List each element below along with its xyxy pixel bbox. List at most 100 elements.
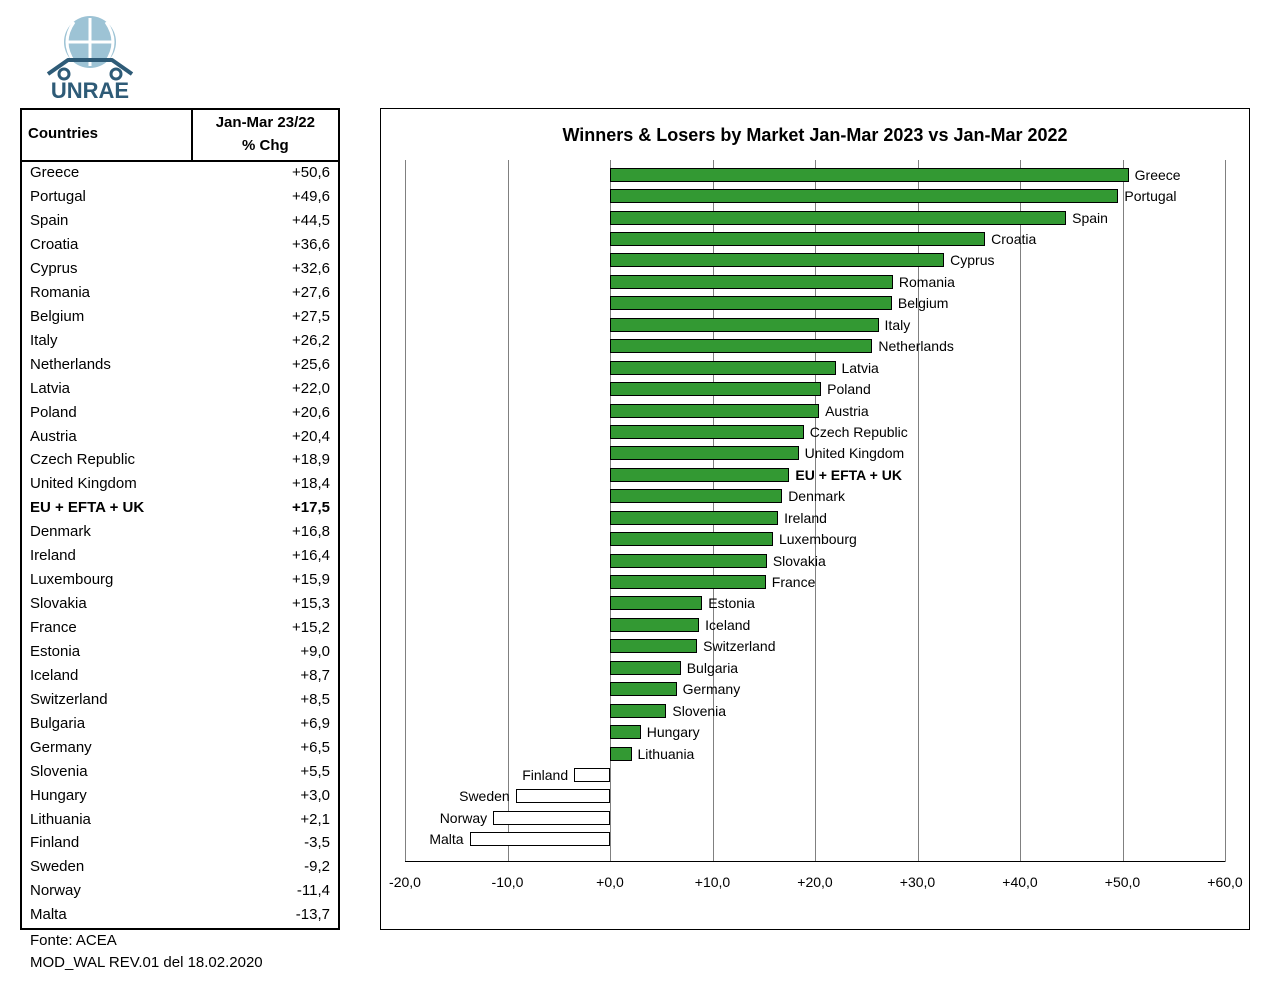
brand-text: UNRAE [51, 78, 129, 102]
chart-bar [610, 725, 641, 739]
chart-bar-label: Lithuania [638, 747, 695, 761]
chart-bar-label: Italy [885, 318, 911, 332]
chart-bar-row: Slovenia [405, 704, 1225, 718]
cell-country: Portugal [21, 186, 192, 210]
cell-value: +32,6 [192, 257, 339, 281]
cell-value: -13,7 [192, 904, 339, 929]
cell-value: +25,6 [192, 353, 339, 377]
chart-axis-tick-label: +50,0 [1105, 874, 1140, 890]
table-row: Portugal+49,6 [21, 186, 339, 210]
table-row: EU + EFTA + UK+17,5 [21, 497, 339, 521]
cell-value: -3,5 [192, 832, 339, 856]
cell-country: Denmark [21, 521, 192, 545]
chart-bar-row: Latvia [405, 361, 1225, 375]
cell-value: +16,4 [192, 545, 339, 569]
cell-value: +2,1 [192, 808, 339, 832]
chart-bar-label: Slovenia [672, 704, 726, 718]
table-row: Belgium+27,5 [21, 305, 339, 329]
chart-bar-row: Germany [405, 682, 1225, 696]
chart-gridline [1225, 160, 1226, 862]
chart-bar [610, 747, 632, 761]
chart-bar-row: Italy [405, 318, 1225, 332]
cell-value: +8,7 [192, 664, 339, 688]
cell-country: Slovenia [21, 760, 192, 784]
table-row: Denmark+16,8 [21, 521, 339, 545]
chart-bar-label: Croatia [991, 232, 1036, 246]
chart-bar [610, 618, 699, 632]
table-row: Bulgaria+6,9 [21, 712, 339, 736]
chart-bar [610, 511, 778, 525]
chart-bar-label: Sweden [459, 789, 510, 803]
cell-country: Norway [21, 880, 192, 904]
chart-bar-label: Hungary [647, 725, 700, 739]
chart-bar [610, 489, 782, 503]
table-row: Romania+27,6 [21, 281, 339, 305]
chart-bar-label: Greece [1135, 168, 1181, 182]
cell-country: Luxembourg [21, 569, 192, 593]
chart-bar-row: Belgium [405, 296, 1225, 310]
cell-country: Czech Republic [21, 449, 192, 473]
table-row: Cyprus+32,6 [21, 257, 339, 281]
chart-bar-row: Hungary [405, 725, 1225, 739]
footer-source: Fonte: ACEA [30, 930, 263, 952]
chart-bar-row: Denmark [405, 489, 1225, 503]
table-row: Lithuania+2,1 [21, 808, 339, 832]
chart-bar [493, 811, 610, 825]
chart-bar-label: Latvia [841, 361, 878, 375]
chart-bar-row: France [405, 575, 1225, 589]
cell-country: EU + EFTA + UK [21, 497, 192, 521]
cell-value: +20,6 [192, 401, 339, 425]
cell-country: Estonia [21, 640, 192, 664]
chart-bar-label: Belgium [898, 296, 949, 310]
chart-bar [610, 211, 1066, 225]
chart-bar-row: Croatia [405, 232, 1225, 246]
cell-value: +3,0 [192, 784, 339, 808]
chart-bar [610, 253, 944, 267]
chart-bar [516, 789, 610, 803]
cell-value: +9,0 [192, 640, 339, 664]
cell-country: Cyprus [21, 257, 192, 281]
cell-value: +44,5 [192, 210, 339, 234]
chart-bar [610, 446, 799, 460]
chart-bar-row: Slovakia [405, 554, 1225, 568]
cell-value: +6,9 [192, 712, 339, 736]
chart-bar-label: Norway [440, 811, 487, 825]
chart-bar [610, 468, 789, 482]
table-row: Greece+50,6 [21, 161, 339, 186]
chart-bar [610, 318, 879, 332]
table-row: Ireland+16,4 [21, 545, 339, 569]
cell-value: +8,5 [192, 688, 339, 712]
table-row: Croatia+36,6 [21, 233, 339, 257]
chart-bar-label: Romania [899, 275, 955, 289]
cell-value: +50,6 [192, 161, 339, 186]
chart-bar-label: Netherlands [878, 339, 954, 353]
cell-value: -11,4 [192, 880, 339, 904]
table-row: Austria+20,4 [21, 425, 339, 449]
chart-bar-label: Spain [1072, 211, 1108, 225]
table-row: Luxembourg+15,9 [21, 569, 339, 593]
chart-bar-row: Finland [405, 768, 1225, 782]
cell-country: Hungary [21, 784, 192, 808]
chart-bar [610, 296, 892, 310]
chart-bar [574, 768, 610, 782]
chart-bar-row: Czech Republic [405, 425, 1225, 439]
cell-country: Croatia [21, 233, 192, 257]
chart-bar-label: Finland [522, 768, 568, 782]
cell-value: +15,2 [192, 616, 339, 640]
table-row: Germany+6,5 [21, 736, 339, 760]
chart-bar-row: Luxembourg [405, 532, 1225, 546]
table-row: France+15,2 [21, 616, 339, 640]
cell-value: +16,8 [192, 521, 339, 545]
chart-bar [610, 275, 893, 289]
cell-country: Italy [21, 329, 192, 353]
chart-bar-row: Romania [405, 275, 1225, 289]
chart-bar-row: Malta [405, 832, 1225, 846]
cell-value: +18,4 [192, 473, 339, 497]
chart-bar-label: Switzerland [703, 639, 775, 653]
table-row: Norway-11,4 [21, 880, 339, 904]
chart-axis-tick-label: +30,0 [900, 874, 935, 890]
chart-bar-label: Denmark [788, 489, 845, 503]
chart-bar-row: Spain [405, 211, 1225, 225]
brand-logo: UNRAE [30, 12, 150, 102]
chart-bar-label: Malta [429, 832, 463, 846]
